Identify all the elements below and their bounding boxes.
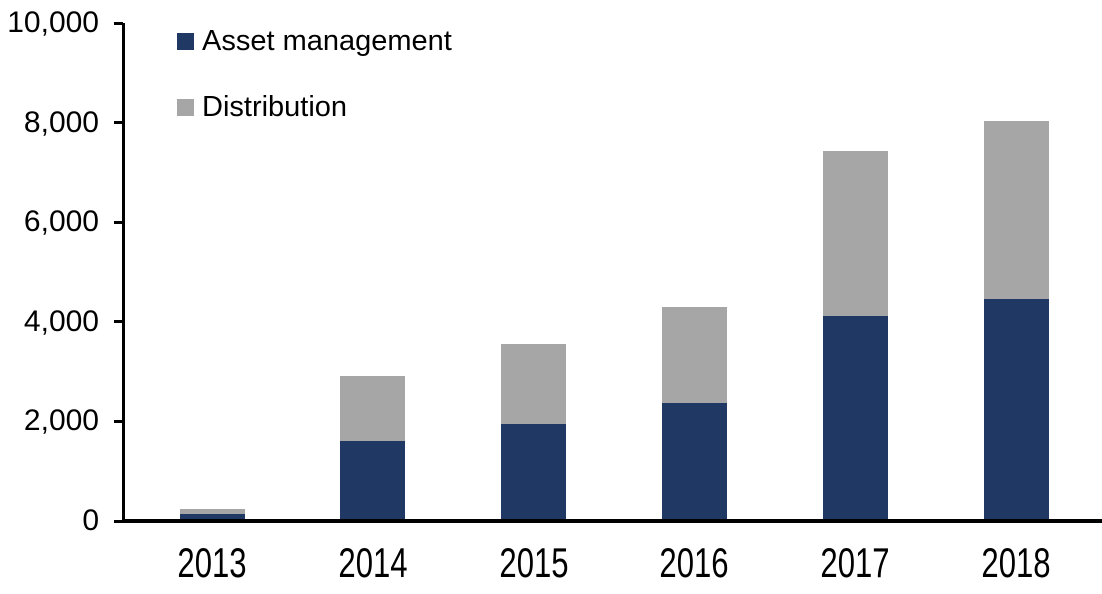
bar-2013-distribution[interactable] [179,508,245,514]
x-axis-label-2014: 2014 [338,539,408,586]
legend-item-asset-management[interactable]: Asset management [177,24,452,58]
chart-legend: Asset management Distribution [177,24,452,124]
bar-2016-asset-management[interactable] [661,403,727,519]
legend-item-distribution[interactable]: Distribution [177,90,452,124]
y-axis-tick-10-000 [114,21,123,25]
bar-2016-distribution[interactable] [661,306,727,404]
bar-2017-distribution[interactable] [822,151,888,317]
y-axis-tick-4-000 [114,320,123,324]
x-axis-label-2013: 2013 [177,539,247,586]
y-axis-label-8-000: 8,000 [23,105,99,139]
y-axis-label-4-000: 4,000 [23,304,99,338]
x-axis-line [122,519,1102,523]
x-axis-label-2016: 2016 [659,539,729,586]
bar-2018-asset-management[interactable] [983,298,1049,519]
y-axis-line [122,23,125,523]
y-axis-label-6-000: 6,000 [23,205,99,239]
y-axis-label-10-000: 10,000 [7,6,99,39]
x-axis-label-2018: 2018 [981,539,1051,586]
y-axis-label-2-000: 2,000 [23,404,99,438]
legend-swatch-distribution-icon [177,98,194,116]
bar-2015-asset-management[interactable] [501,424,567,519]
x-axis-label-2017: 2017 [820,539,890,586]
bar-2017-asset-management[interactable] [822,316,888,519]
x-axis-label-2015: 2015 [499,539,569,586]
y-axis-tick-0 [114,519,123,523]
bar-2013-asset-management[interactable] [179,514,245,519]
legend-swatch-asset-management-icon [177,32,194,50]
y-axis-tick-8-000 [114,121,123,125]
y-axis-label-0: 0 [82,504,99,537]
bar-2014-asset-management[interactable] [340,440,406,519]
y-axis-tick-6-000 [114,220,123,224]
legend-label-distribution: Distribution [202,91,348,123]
bar-2015-distribution[interactable] [501,343,567,425]
legend-label-asset-management: Asset management [202,25,452,57]
bar-2018-distribution[interactable] [983,120,1049,299]
bar-2014-distribution[interactable] [340,375,406,441]
y-axis-tick-2-000 [114,419,123,423]
